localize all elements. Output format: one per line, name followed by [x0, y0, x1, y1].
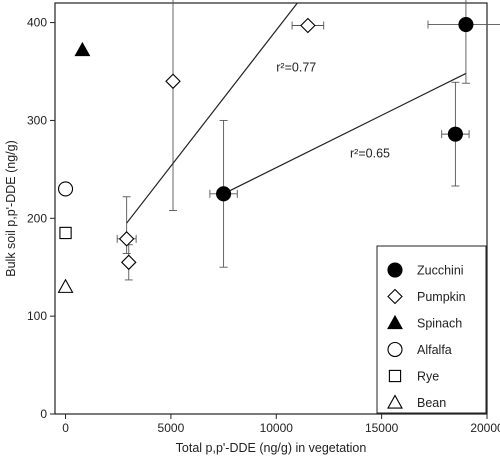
y-tick-label: 200	[27, 211, 47, 225]
y-tick-label: 400	[27, 16, 47, 30]
plot-frame	[54, 2, 488, 415]
y-tick-label: 0	[40, 407, 47, 421]
x-tick-label: 10000	[260, 421, 294, 435]
x-axis-label: Total p,p'-DDE (ng/g) in vegetation	[176, 441, 367, 455]
legend-marker-alfalfa	[387, 341, 403, 358]
legend-label-alfalfa: Alfalfa	[417, 343, 452, 357]
point-pumpkin	[118, 231, 135, 247]
legend-label-spinach: Spinach	[417, 317, 462, 331]
point-alfalfa	[57, 181, 74, 197]
legend-label-rye: Rye	[417, 370, 439, 384]
x-tick-label: 15000	[365, 421, 399, 435]
r-squared-label: r²=0.65	[350, 147, 390, 161]
point-pumpkin	[120, 254, 137, 271]
legend-marker-rye	[388, 369, 402, 383]
trendline-pumpkin	[126, 2, 298, 224]
legend-marker-bean	[387, 394, 403, 409]
point-pumpkin	[165, 73, 181, 90]
point-zucchini	[458, 16, 474, 33]
point-zucchini	[216, 186, 232, 202]
legend-marker-spinach	[387, 314, 403, 330]
y-tick-label: 300	[27, 113, 47, 127]
y-axis-label: Bulk soil p,p'-DDE (ng/g)	[4, 140, 18, 276]
x-tick-label: 5000	[158, 421, 185, 435]
legend-label-pumpkin: Pumpkin	[417, 290, 466, 304]
point-spinach	[74, 41, 91, 57]
trendline-zucchini	[223, 72, 467, 195]
point-zucchini	[447, 126, 463, 142]
legend-marker-zucchini	[387, 262, 403, 278]
point-pumpkin	[300, 17, 316, 34]
x-tick-label: 0	[62, 421, 69, 435]
legend-label-zucchini: Zucchini	[417, 264, 464, 278]
y-tick-label: 100	[27, 309, 47, 323]
r-squared-label: r²=0.77	[276, 61, 316, 75]
point-bean	[57, 278, 74, 293]
legend-marker-pumpkin	[387, 288, 403, 305]
point-rye	[59, 226, 72, 240]
legend-label-bean: Bean	[417, 396, 446, 410]
